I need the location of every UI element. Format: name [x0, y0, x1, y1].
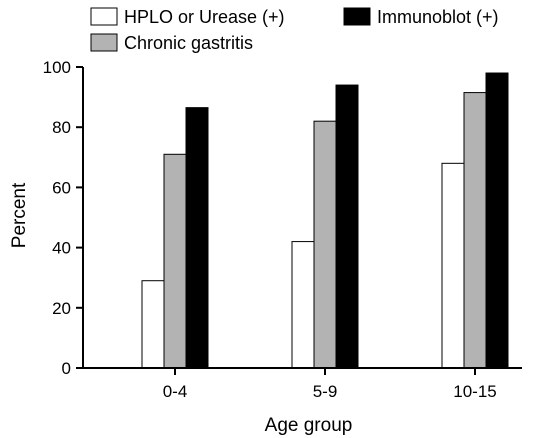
- y-tick-label: 20: [52, 299, 71, 318]
- bar-0-4-series-1: [163, 153, 187, 369]
- bar-0-4-series-0: [141, 280, 165, 369]
- legend-swatch-0: [90, 7, 118, 26]
- y-ticks: 0 20 40 60 80 100: [43, 58, 83, 378]
- axes-layer: [82, 67, 522, 369]
- bar-10-15-series-0: [441, 162, 465, 369]
- bar-10-15-series-1: [463, 92, 487, 369]
- bar-5-9-series-0: [291, 241, 315, 369]
- bar-5-9-series-1: [313, 120, 337, 369]
- legend-label-1: Chronic gastritis: [124, 33, 253, 53]
- x-ticks: 0-4 5-9 10-15: [163, 368, 497, 401]
- y-tick-label: 0: [62, 359, 71, 378]
- y-tick-label: 60: [52, 178, 71, 197]
- legend-swatch-1: [90, 33, 118, 52]
- bar-5-9-series-2: [335, 84, 359, 369]
- bar-0-4-series-2: [185, 107, 209, 369]
- legend-label-0: HPLO or Urease (+): [124, 7, 285, 27]
- x-tick-label: 0-4: [163, 382, 188, 401]
- legend: HPLO or Urease (+) Chronic gastritis Immun…: [90, 7, 499, 53]
- legend-swatch-2: [343, 7, 371, 26]
- y-tick-label: 80: [52, 118, 71, 137]
- x-tick-label: 10-15: [453, 382, 496, 401]
- bars-layer: [141, 72, 509, 369]
- x-axis-title: Age group: [265, 415, 353, 436]
- y-axis-title: Percent: [9, 182, 30, 248]
- x-tick-label: 5-9: [313, 382, 338, 401]
- legend-label-2: Immunoblot (+): [377, 7, 499, 27]
- bar-10-15-series-2: [485, 72, 509, 369]
- y-tick-label: 100: [43, 58, 71, 77]
- y-tick-label: 40: [52, 239, 71, 258]
